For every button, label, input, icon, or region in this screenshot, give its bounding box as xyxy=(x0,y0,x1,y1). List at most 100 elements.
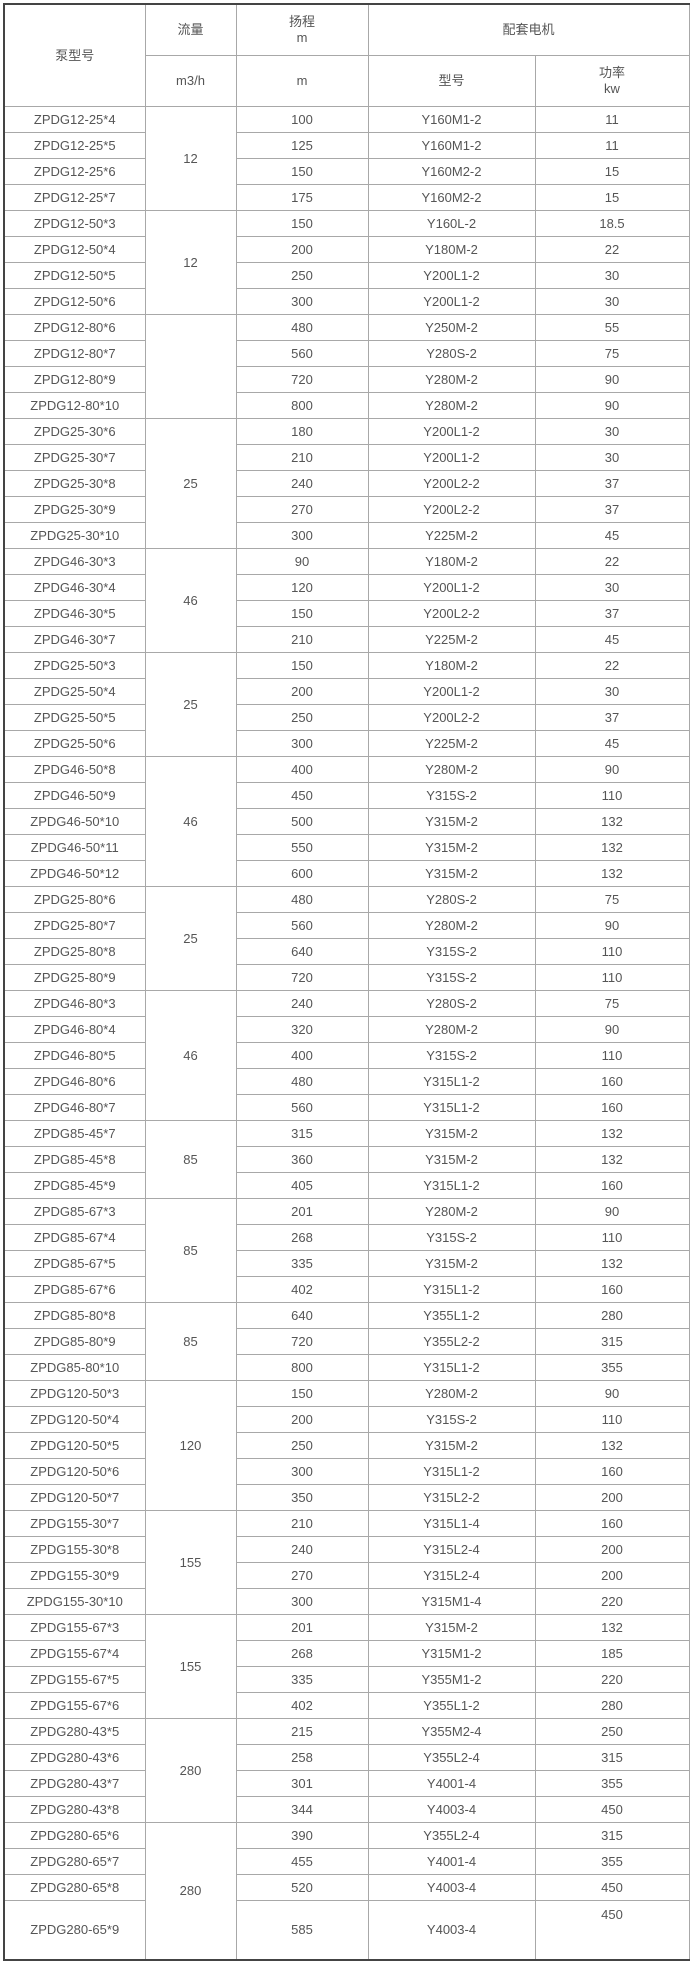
pump-model-cell: ZPDG46-50*9 xyxy=(3,782,146,809)
table-row: ZPDG12-50*3 12 150 Y160L-2 18.5 xyxy=(3,210,690,315)
motor-model-cell: Y315S-2 xyxy=(367,782,536,809)
pump-model-cell: ZPDG280-43*5 xyxy=(3,1718,146,1745)
motor-model-cell: Y280M-2 xyxy=(367,1198,536,1225)
table-row: ZPDG46-50*9 450 Y315S-2 110 xyxy=(3,782,690,809)
flow-cell: 85 xyxy=(144,1198,237,1303)
table-row: ZPDG280-65*7 455 Y4001-4 355 xyxy=(3,1848,690,1875)
pump-model-cell: ZPDG46-80*3 xyxy=(3,990,146,1017)
head-cell: 300 xyxy=(235,1588,369,1615)
pump-model-cell: ZPDG25-80*7 xyxy=(3,912,146,939)
flow-cell: 280 xyxy=(144,1822,237,1961)
power-cell: 110 xyxy=(534,1406,690,1433)
power-cell: 185 xyxy=(534,1640,690,1667)
motor-model-cell: Y200L2-2 xyxy=(367,496,536,523)
motor-model-cell: Y315M1-4 xyxy=(367,1588,536,1615)
pump-model-cell: ZPDG155-67*3 xyxy=(3,1614,146,1641)
head-cell: 335 xyxy=(235,1666,369,1693)
pump-model-cell: ZPDG25-30*7 xyxy=(3,444,146,471)
head-cell: 402 xyxy=(235,1276,369,1303)
table-row: ZPDG46-50*12 600 Y315M-2 132 xyxy=(3,860,690,887)
motor-model-cell: Y315S-2 xyxy=(367,1406,536,1433)
power-cell: 450 xyxy=(534,1874,690,1901)
table-row: ZPDG25-80*9 720 Y315S-2 110 xyxy=(3,964,690,991)
table-row: ZPDG280-43*5 280 215 Y355M2-4 250 xyxy=(3,1718,690,1823)
header-head-unit-top: m xyxy=(296,30,308,45)
power-cell: 22 xyxy=(534,652,690,679)
head-cell: 200 xyxy=(235,1406,369,1433)
power-cell: 132 xyxy=(534,1614,690,1641)
pump-model-cell: ZPDG12-80*9 xyxy=(3,366,146,393)
pump-model-cell: ZPDG25-30*6 xyxy=(3,418,146,445)
power-cell: 110 xyxy=(534,964,690,991)
pump-model-cell: ZPDG12-25*5 xyxy=(3,132,146,159)
pump-model-cell: ZPDG85-80*8 xyxy=(3,1302,146,1329)
table-row: ZPDG12-50*5 250 Y200L1-2 30 xyxy=(3,262,690,289)
table-row: ZPDG120-50*6 300 Y315L1-2 160 xyxy=(3,1458,690,1485)
motor-model-cell: Y280M-2 xyxy=(367,366,536,393)
head-cell: 150 xyxy=(235,1380,369,1407)
pump-model-cell: ZPDG85-45*7 xyxy=(3,1120,146,1147)
head-cell: 150 xyxy=(235,210,369,237)
motor-model-cell: Y4001-4 xyxy=(367,1770,536,1797)
flow-cell: 155 xyxy=(144,1510,237,1615)
head-cell: 300 xyxy=(235,522,369,549)
table-row: ZPDG280-65*8 520 Y4003-4 450 xyxy=(3,1874,690,1901)
head-cell: 90 xyxy=(235,548,369,575)
pump-model-cell: ZPDG120-50*5 xyxy=(3,1432,146,1459)
head-cell: 150 xyxy=(235,652,369,679)
table-row: ZPDG155-30*7 155 210 Y315L1-4 160 xyxy=(3,1510,690,1615)
table-row: ZPDG25-50*6 300 Y225M-2 45 xyxy=(3,730,690,757)
power-cell: 355 xyxy=(534,1770,690,1797)
head-cell: 480 xyxy=(235,314,369,341)
table-row: ZPDG85-67*4 268 Y315S-2 110 xyxy=(3,1224,690,1251)
power-cell: 280 xyxy=(534,1692,690,1719)
motor-model-cell: Y200L1-2 xyxy=(367,262,536,289)
table-row: ZPDG46-50*8 46 400 Y280M-2 90 xyxy=(3,756,690,887)
pump-model-cell: ZPDG12-80*7 xyxy=(3,340,146,367)
head-cell: 300 xyxy=(235,1458,369,1485)
table-row: ZPDG85-67*6 402 Y315L1-2 160 xyxy=(3,1276,690,1303)
head-cell: 500 xyxy=(235,808,369,835)
pump-model-cell: ZPDG85-45*8 xyxy=(3,1146,146,1173)
head-cell: 320 xyxy=(235,1016,369,1043)
pump-model-cell: ZPDG85-80*9 xyxy=(3,1328,146,1355)
pump-model-cell: ZPDG46-80*5 xyxy=(3,1042,146,1069)
pump-model-cell: ZPDG12-25*4 xyxy=(3,106,146,133)
header-motor-model: 型号 xyxy=(367,55,536,107)
power-cell: 250 xyxy=(534,1718,690,1745)
head-cell: 240 xyxy=(235,470,369,497)
head-cell: 402 xyxy=(235,1692,369,1719)
pump-model-cell: ZPDG120-50*4 xyxy=(3,1406,146,1433)
head-cell: 315 xyxy=(235,1120,369,1147)
power-cell: 160 xyxy=(534,1458,690,1485)
motor-model-cell: Y280M-2 xyxy=(367,1016,536,1043)
power-cell: 450 xyxy=(534,1796,690,1823)
head-cell: 210 xyxy=(235,444,369,471)
motor-model-cell: Y160M2-2 xyxy=(367,158,536,185)
power-cell: 22 xyxy=(534,548,690,575)
power-cell: 55 xyxy=(534,314,690,341)
table-row: ZPDG155-30*10 300 Y315M1-4 220 xyxy=(3,1588,690,1615)
power-cell: 160 xyxy=(534,1276,690,1303)
pump-model-cell: ZPDG85-67*5 xyxy=(3,1250,146,1277)
motor-model-cell: Y180M-2 xyxy=(367,652,536,679)
motor-model-cell: Y315L1-2 xyxy=(367,1094,536,1121)
motor-model-cell: Y315L1-2 xyxy=(367,1068,536,1095)
head-cell: 640 xyxy=(235,938,369,965)
head-cell: 800 xyxy=(235,1354,369,1381)
power-cell: 280 xyxy=(534,1302,690,1329)
table-row: ZPDG155-30*8 240 Y315L2-4 200 xyxy=(3,1536,690,1563)
table-row: ZPDG12-25*5 125 Y160M1-2 11 xyxy=(3,132,690,159)
motor-model-cell: Y315M-2 xyxy=(367,808,536,835)
flow-cell: 25 xyxy=(144,418,237,549)
table-row: ZPDG46-50*11 550 Y315M-2 132 xyxy=(3,834,690,861)
header-head: 扬程 m xyxy=(235,3,369,56)
table-row: ZPDG85-80*8 85 640 Y355L1-2 280 xyxy=(3,1302,690,1381)
pump-model-cell: ZPDG25-80*8 xyxy=(3,938,146,965)
power-cell: 15 xyxy=(534,158,690,185)
motor-model-cell: Y160L-2 xyxy=(367,210,536,237)
motor-model-cell: Y160M1-2 xyxy=(367,106,536,133)
head-cell: 100 xyxy=(235,106,369,133)
power-cell: 30 xyxy=(534,262,690,289)
head-cell: 450 xyxy=(235,782,369,809)
